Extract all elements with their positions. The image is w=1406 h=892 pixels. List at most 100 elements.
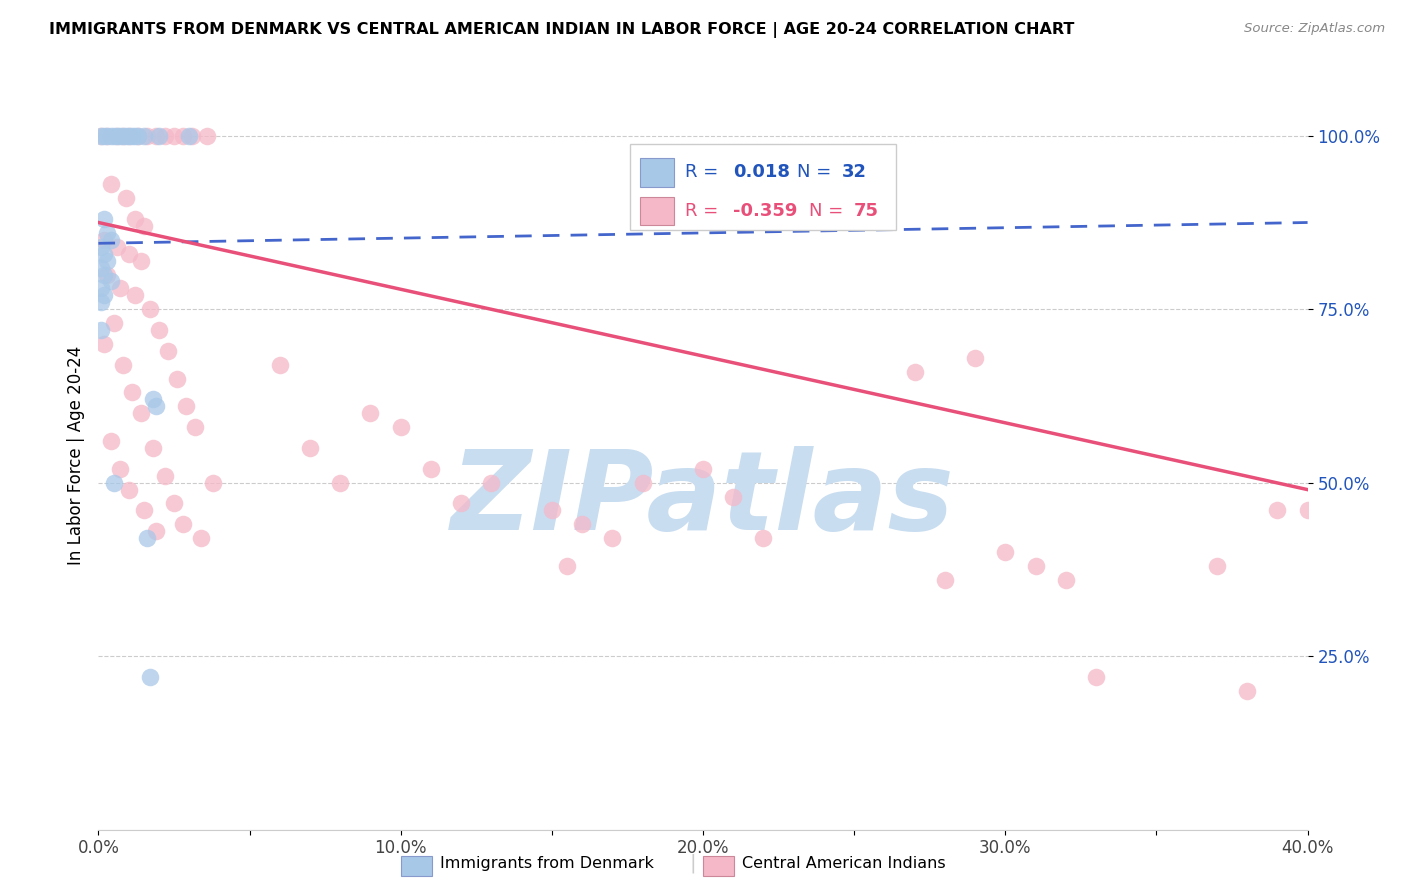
Point <box>142 392 165 407</box>
Point <box>148 128 170 143</box>
Point <box>135 531 157 545</box>
Text: 75: 75 <box>855 202 879 220</box>
Point <box>195 128 218 143</box>
Point <box>329 475 352 490</box>
Point <box>1206 558 1229 573</box>
Point <box>153 468 176 483</box>
Point <box>103 128 125 143</box>
Point <box>93 233 115 247</box>
Point <box>93 337 115 351</box>
Point <box>111 128 134 143</box>
Point <box>153 128 176 143</box>
Bar <box>640 158 673 186</box>
Point <box>163 128 186 143</box>
Text: 32: 32 <box>842 163 868 181</box>
Text: N =: N = <box>810 202 849 220</box>
Point <box>631 475 654 490</box>
Point <box>360 406 382 420</box>
Point <box>111 358 134 372</box>
Point <box>124 288 146 302</box>
Text: -0.359: -0.359 <box>734 202 797 220</box>
Point <box>145 400 167 414</box>
Point <box>994 545 1017 559</box>
Point <box>602 531 624 545</box>
Point <box>269 358 291 372</box>
Point <box>90 128 112 143</box>
Point <box>118 246 141 260</box>
Point <box>132 219 155 233</box>
Point <box>100 434 122 448</box>
Point <box>1054 573 1077 587</box>
Point <box>481 475 503 490</box>
Point <box>96 128 118 143</box>
Point <box>166 371 188 385</box>
Point <box>450 496 472 510</box>
Text: ZIPatlas: ZIPatlas <box>451 446 955 553</box>
Point <box>420 462 443 476</box>
Point <box>148 323 170 337</box>
Point <box>132 128 155 143</box>
Point <box>172 517 194 532</box>
Point <box>179 128 201 143</box>
Point <box>184 420 207 434</box>
Text: 0.018: 0.018 <box>734 163 790 181</box>
Y-axis label: In Labor Force | Age 20-24: In Labor Force | Age 20-24 <box>66 345 84 565</box>
Point <box>105 240 128 254</box>
Point <box>1024 558 1046 573</box>
Point <box>555 558 578 573</box>
Point <box>118 128 141 143</box>
Point <box>139 302 162 317</box>
Point <box>105 128 128 143</box>
Point <box>965 351 987 365</box>
Point <box>100 233 122 247</box>
Point <box>299 441 322 455</box>
Point <box>103 316 125 330</box>
Text: Immigrants from Denmark: Immigrants from Denmark <box>440 856 654 871</box>
Point <box>111 128 134 143</box>
Point <box>389 420 412 434</box>
Point <box>135 128 157 143</box>
Point <box>124 128 146 143</box>
Text: Central American Indians: Central American Indians <box>742 856 946 871</box>
Point <box>96 253 118 268</box>
Point <box>96 128 118 143</box>
Point <box>100 275 122 289</box>
Point <box>100 128 122 143</box>
Point <box>100 178 122 192</box>
Point <box>934 573 956 587</box>
Point <box>142 441 165 455</box>
Point <box>108 462 131 476</box>
Point <box>90 128 112 143</box>
Point <box>93 128 115 143</box>
Point <box>127 128 149 143</box>
Point <box>90 295 112 310</box>
Point <box>190 531 212 545</box>
Point <box>692 462 714 476</box>
Point <box>145 128 167 143</box>
Point <box>1236 683 1258 698</box>
Point <box>752 531 775 545</box>
Text: Source: ZipAtlas.com: Source: ZipAtlas.com <box>1244 22 1385 36</box>
Point <box>96 268 118 282</box>
Point <box>904 365 927 379</box>
Point <box>118 483 141 497</box>
Point <box>121 128 143 143</box>
Point <box>132 503 155 517</box>
Text: N =: N = <box>797 163 838 181</box>
Point <box>96 226 118 240</box>
Point <box>202 475 225 490</box>
Point <box>121 385 143 400</box>
Point <box>93 212 115 227</box>
Point <box>124 212 146 227</box>
Point <box>129 253 152 268</box>
Point <box>90 323 112 337</box>
Text: IMMIGRANTS FROM DENMARK VS CENTRAL AMERICAN INDIAN IN LABOR FORCE | AGE 20-24 CO: IMMIGRANTS FROM DENMARK VS CENTRAL AMERI… <box>49 22 1074 38</box>
Point <box>93 268 115 282</box>
Point <box>1267 503 1289 517</box>
Point <box>174 400 197 414</box>
Point <box>105 128 128 143</box>
Point <box>1085 670 1108 684</box>
Point <box>93 288 115 302</box>
Point <box>93 246 115 260</box>
Point <box>139 670 162 684</box>
